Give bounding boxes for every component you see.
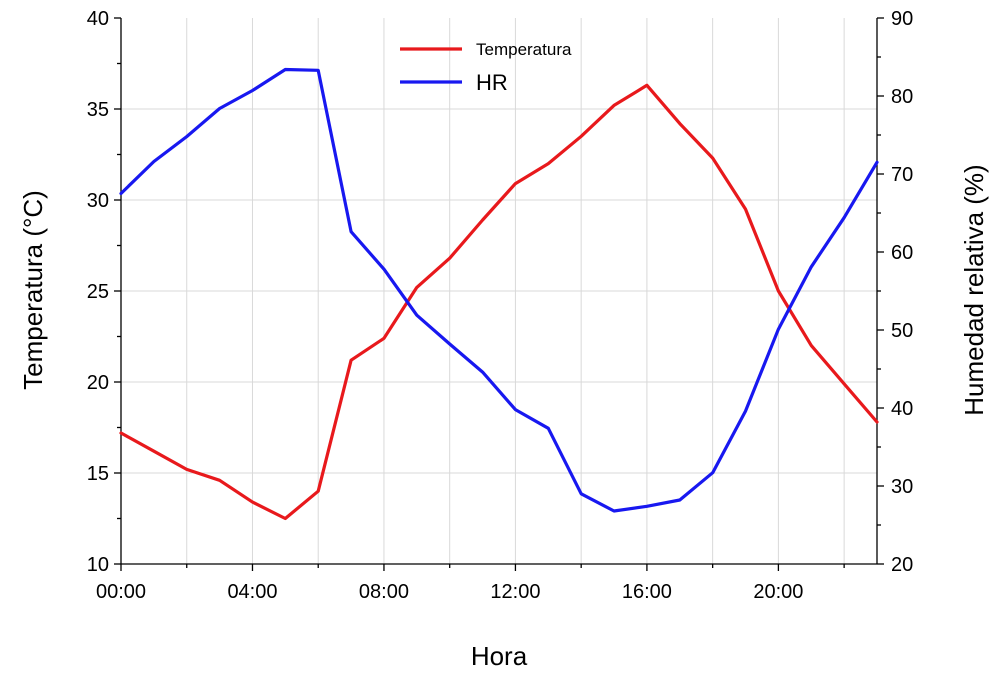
y-left-tick-label: 25 <box>87 281 109 303</box>
y-axis-left-title: Temperatura (°C) <box>18 190 48 390</box>
y-left-tick-label: 40 <box>87 8 109 30</box>
x-tick-label: 16:00 <box>622 581 672 603</box>
y-axis-right-title: Humedad relativa (%) <box>959 164 989 415</box>
y-right-tick-label: 80 <box>891 86 913 108</box>
series-layer <box>119 67 879 521</box>
x-tick-label: 04:00 <box>227 581 277 603</box>
y-left-tick-label: 20 <box>87 372 109 394</box>
series-line-hr <box>119 67 879 513</box>
axes-layer: 10 15 20 25 30 35 40 20 30 40 50 60 70 80 90 00:00 04:00… <box>87 8 914 603</box>
y-right-tick-label: 30 <box>891 476 913 498</box>
labels-layer: Temperatura (°C) Humedad relativa (%) Ho… <box>18 164 989 671</box>
y-right-tick-label: 60 <box>891 242 913 264</box>
y-right-tick-label: 90 <box>891 8 913 30</box>
x-tick-label: 20:00 <box>753 581 803 603</box>
x-tick-label: 08:00 <box>359 581 409 603</box>
y-right-tick-label: 70 <box>891 164 913 186</box>
y-left-tick-label: 10 <box>87 554 109 576</box>
y-left-tick-label: 15 <box>87 463 109 485</box>
y-right-tick-label: 50 <box>891 320 913 342</box>
legend-label-hr: HR <box>476 70 508 95</box>
x-axis-title: Hora <box>471 641 528 671</box>
y-right-tick-label: 40 <box>891 398 913 420</box>
x-tick-label: 12:00 <box>490 581 540 603</box>
y-left-tick-label: 35 <box>87 99 109 121</box>
series-line-temperatura <box>119 83 879 521</box>
legend: Temperatura HR <box>400 40 572 95</box>
y-left-tick-label: 30 <box>87 190 109 212</box>
x-tick-label: 00:00 <box>96 581 146 603</box>
y-right-tick-label: 20 <box>891 554 913 576</box>
legend-label-temperatura: Temperatura <box>476 40 572 59</box>
